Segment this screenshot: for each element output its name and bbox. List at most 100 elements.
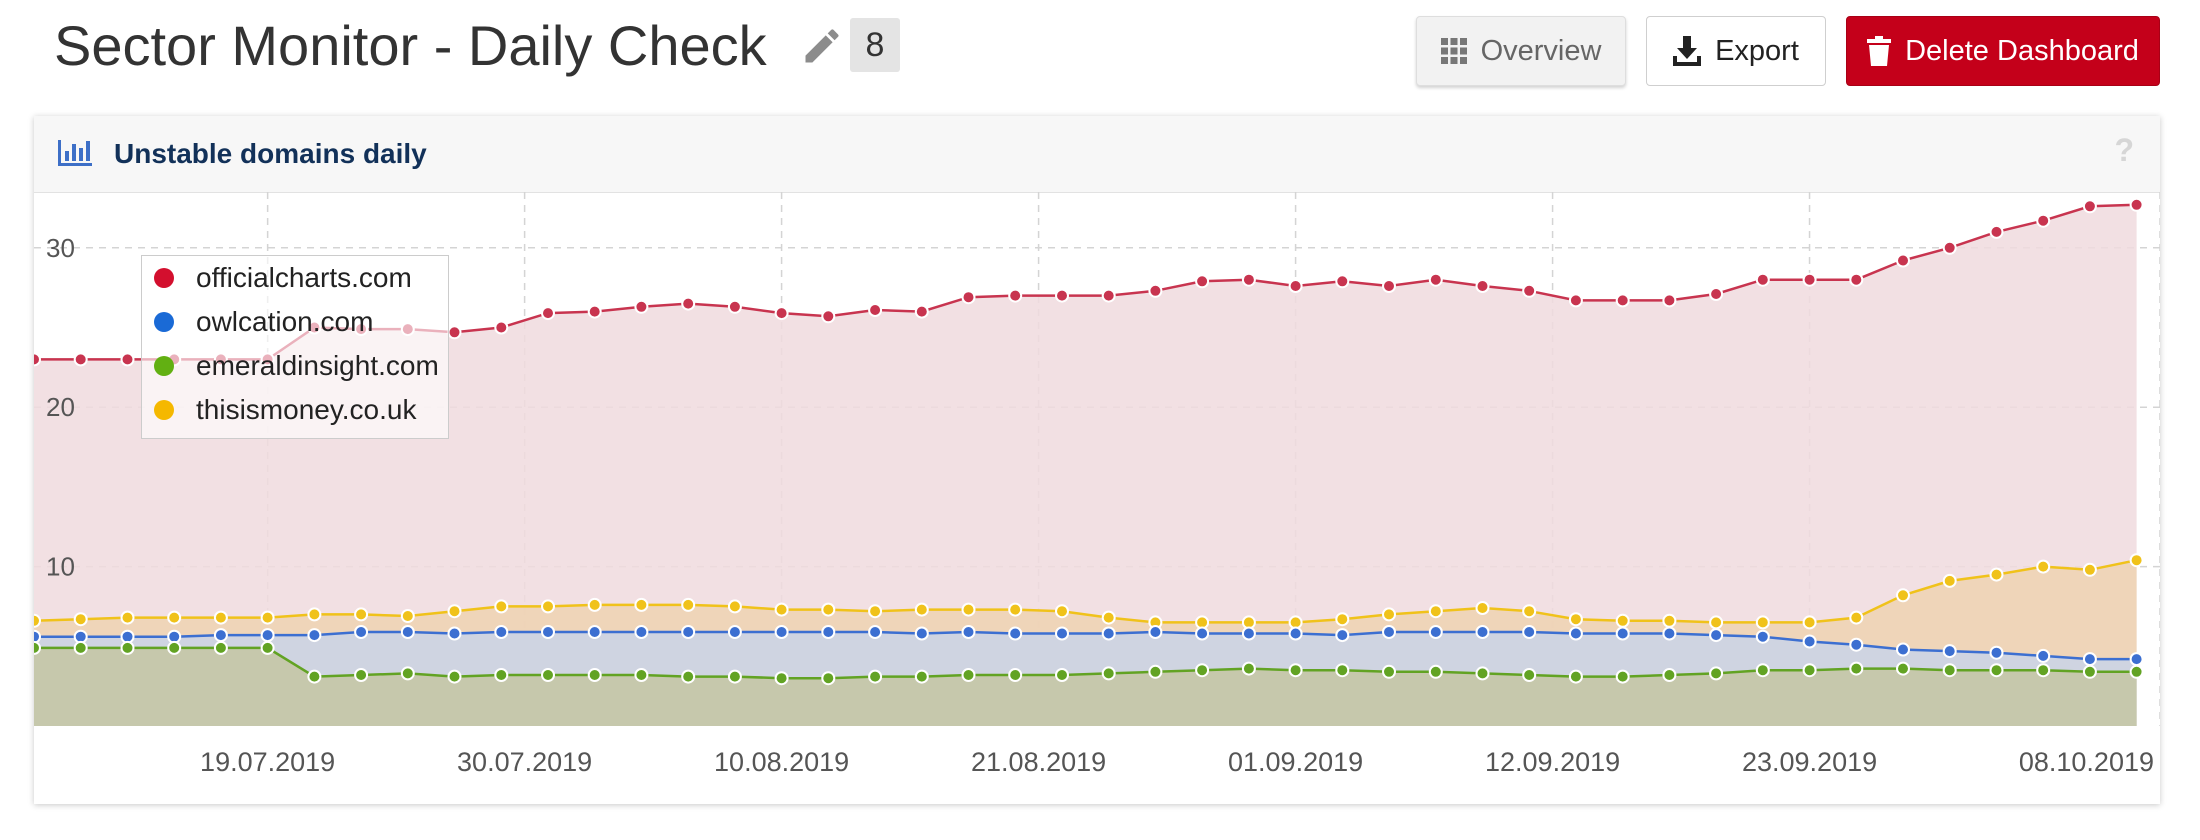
data-point (1755, 629, 1770, 644)
data-point (167, 610, 182, 625)
data-point (1709, 287, 1724, 301)
data-point (354, 668, 369, 682)
x-tick-label: 30.07.2019 (457, 747, 592, 777)
legend-item-officialcharts[interactable]: officialcharts.com (154, 256, 412, 300)
data-point (447, 626, 462, 641)
data-point (541, 668, 555, 682)
data-point (1008, 668, 1023, 682)
data-point (1896, 661, 1910, 676)
data-point (2129, 553, 2144, 568)
data-point (1662, 668, 1677, 682)
card-title: Unstable domains daily (114, 138, 427, 169)
data-point (681, 669, 696, 684)
data-point (961, 668, 976, 682)
data-point (494, 320, 509, 335)
data-point (961, 290, 976, 305)
data-point (494, 668, 509, 682)
grid-icon (1440, 38, 1467, 64)
series-line (34, 646, 2137, 680)
question-icon[interactable]: ? (2114, 132, 2134, 168)
page-title: Sector Monitor - Daily Check (54, 14, 767, 77)
data-point (727, 299, 742, 314)
data-point (400, 609, 415, 623)
legend-item-emeraldinsight[interactable]: emeraldinsight.com (154, 344, 439, 388)
data-point (2036, 213, 2051, 228)
data-point (34, 352, 41, 367)
data-point (2036, 663, 2051, 678)
data-point (1522, 604, 1537, 619)
data-point (1382, 607, 1396, 622)
data-point (1241, 626, 1256, 641)
data-point (541, 306, 555, 321)
legend-label: thisismoney.co.uk (196, 394, 417, 425)
data-point (1755, 663, 1770, 678)
data-point (2082, 562, 2097, 577)
pencil-icon[interactable] (800, 24, 844, 68)
legend-item-owlcation[interactable]: owlcation.com (154, 300, 373, 344)
data-point (120, 640, 135, 655)
data-point (1615, 626, 1630, 641)
data-point (1008, 626, 1023, 641)
data-point (1055, 668, 1069, 682)
data-point (260, 628, 275, 643)
data-point (1989, 663, 2004, 678)
data-point (1241, 661, 1256, 676)
data-point (494, 599, 509, 614)
x-tick-label: 01.09.2019 (1228, 747, 1363, 777)
data-point (1148, 664, 1163, 679)
data-point (1335, 612, 1350, 627)
delete-dashboard-button[interactable]: Delete Dashboard (1846, 16, 2160, 86)
data-point (1942, 663, 1957, 678)
legend-marker (154, 268, 174, 288)
data-point (1055, 604, 1069, 619)
data-point (1802, 634, 1817, 649)
data-point (1475, 666, 1490, 681)
data-point (73, 640, 88, 655)
data-point (961, 602, 976, 617)
data-point (213, 640, 228, 655)
y-tick-label: 10 (46, 552, 75, 582)
data-point (634, 299, 649, 314)
data-point (1335, 628, 1350, 643)
data-point (727, 669, 742, 684)
data-point (1942, 644, 1957, 659)
overview-button[interactable]: Overview (1416, 16, 1626, 86)
data-point (1428, 625, 1443, 639)
data-point (447, 669, 462, 684)
data-point (774, 306, 789, 321)
data-point (1568, 669, 1583, 684)
data-point (1148, 625, 1163, 639)
x-tick-label: 23.09.2019 (1742, 747, 1877, 777)
data-point (1241, 272, 1256, 287)
data-point (541, 625, 555, 639)
data-point (1101, 610, 1116, 625)
data-point (1615, 293, 1630, 308)
data-point (1288, 279, 1303, 293)
data-point (447, 325, 462, 340)
export-button[interactable]: Export (1646, 16, 1826, 86)
legend-item-thisismoney[interactable]: thisismoney.co.uk (154, 388, 416, 432)
data-point (727, 625, 742, 639)
data-point (1662, 293, 1677, 308)
data-point (1942, 240, 1957, 255)
data-point (1428, 272, 1443, 287)
data-point (1896, 253, 1910, 268)
data-point (961, 625, 976, 639)
data-point (587, 668, 602, 682)
data-point (1101, 288, 1116, 303)
data-point (821, 671, 836, 686)
data-point (1755, 272, 1770, 287)
data-point (914, 304, 929, 319)
data-point (2129, 664, 2144, 679)
chart-area: 10 20 30 19.07.2019 30.07.2019 10.08.2019 21.0… (34, 192, 2160, 777)
series-area (34, 647, 2137, 726)
data-point (1802, 615, 1817, 630)
data-point (73, 612, 88, 627)
data-point (1709, 628, 1724, 643)
data-point (1615, 669, 1630, 684)
data-point (1989, 567, 2004, 582)
y-tick-label: 30 (46, 233, 75, 263)
data-point (307, 628, 322, 643)
data-point (1101, 666, 1116, 681)
data-point (681, 625, 696, 639)
